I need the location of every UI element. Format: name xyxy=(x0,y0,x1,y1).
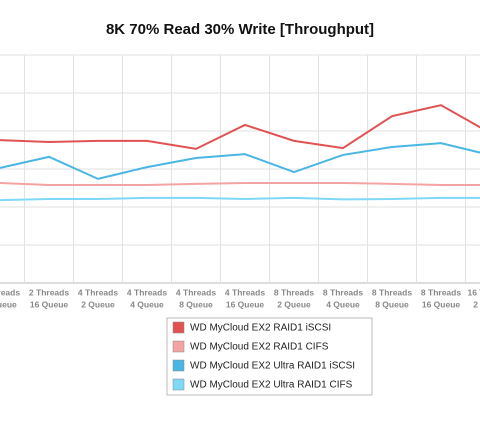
series-line xyxy=(0,182,480,186)
x-tick-label: 4 Threads xyxy=(78,287,118,297)
x-tick-label: 2 Threads xyxy=(0,287,20,297)
x-tick-label: 8 Threads xyxy=(323,287,363,297)
x-tick-label: 8 Threads xyxy=(421,287,461,297)
x-tick-label: 2 Queue xyxy=(277,299,311,309)
legend-label: WD MyCloud EX2 Ultra RAID1 iSCSI xyxy=(190,361,355,372)
x-tick-label: 2 Queue xyxy=(473,299,480,309)
series-line xyxy=(0,142,480,180)
x-tick-label: 8 Threads xyxy=(274,287,314,297)
x-tick-label: 2 Queue xyxy=(81,299,115,309)
legend-label: WD MyCloud EX2 RAID1 iSCSI xyxy=(190,323,331,334)
x-tick-label: 16 Queue xyxy=(422,299,461,309)
x-tick-label: 8 Queue xyxy=(179,299,213,309)
x-tick-label: 4 Queue xyxy=(130,299,164,309)
legend-label: WD MyCloud EX2 RAID1 CIFS xyxy=(190,342,329,353)
x-tick-label: 2 Threads xyxy=(29,287,69,297)
x-tick-label: 8 Queue xyxy=(0,299,17,309)
x-tick-label: 4 Queue xyxy=(326,299,360,309)
x-tick-label: 16 Threads xyxy=(468,287,480,297)
x-tick-label: 8 Queue xyxy=(375,299,409,309)
legend-swatch xyxy=(172,359,185,372)
legend-box xyxy=(166,317,373,396)
x-tick-label: 16 Queue xyxy=(226,299,265,309)
series-line xyxy=(0,104,480,150)
x-tick-label: 16 Queue xyxy=(30,299,69,309)
x-tick-label: 4 Threads xyxy=(127,287,167,297)
x-tick-label: 4 Threads xyxy=(176,287,216,297)
x-tick-label: 8 Threads xyxy=(372,287,412,297)
legend-label: WD MyCloud EX2 Ultra RAID1 CIFS xyxy=(190,380,353,391)
legend-swatch xyxy=(172,378,185,391)
chart-title: 8K 70% Read 30% Write [Throughput] xyxy=(106,21,374,38)
legend-swatch xyxy=(172,321,185,334)
x-tick-label: 4 Threads xyxy=(225,287,265,297)
legend-swatch xyxy=(172,340,185,353)
series-line xyxy=(0,196,480,202)
